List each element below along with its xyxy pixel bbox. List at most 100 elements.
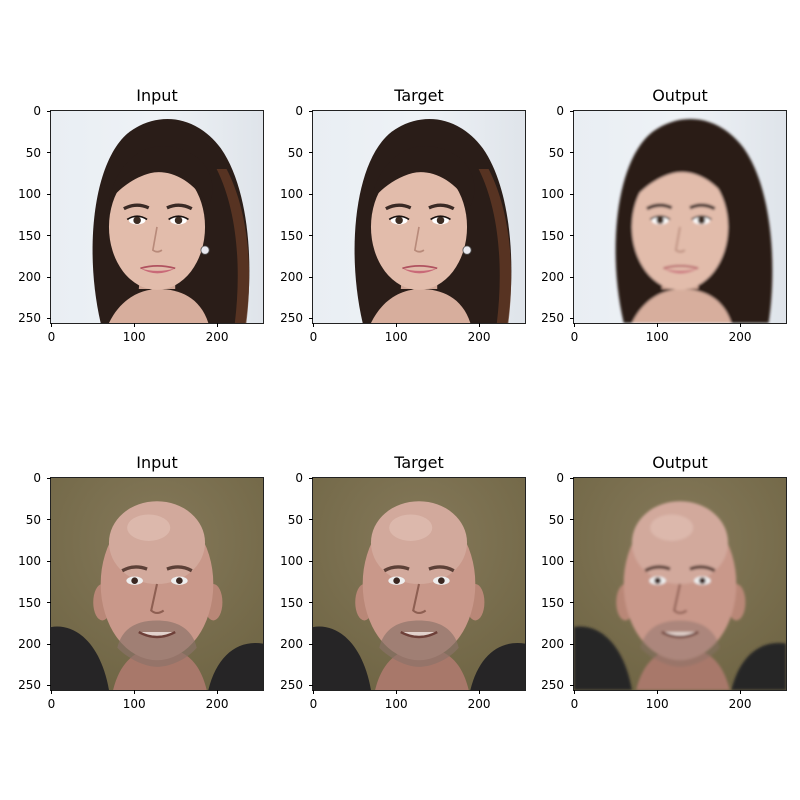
y-tick-mark bbox=[47, 477, 51, 479]
y-tick-mark bbox=[47, 317, 51, 319]
y-tick: 250 bbox=[7, 311, 51, 325]
y-tick: 0 bbox=[7, 104, 51, 118]
y-tick-mark bbox=[309, 602, 313, 604]
y-tick: 150 bbox=[530, 596, 574, 610]
y-tick-mark bbox=[47, 193, 51, 195]
face-image bbox=[573, 477, 787, 691]
x-tick-label: 100 bbox=[384, 697, 408, 711]
y-tick: 150 bbox=[7, 596, 51, 610]
x-tick: 200 bbox=[197, 323, 237, 344]
y-tick-mark bbox=[309, 477, 313, 479]
y-tick: 0 bbox=[269, 471, 313, 485]
x-tick-label: 0 bbox=[309, 697, 318, 711]
y-tick-mark bbox=[309, 110, 313, 112]
panel-input-man: Input 0 50 100 150 200 250 0 100 200 bbox=[18, 453, 264, 711]
y-tick: 250 bbox=[7, 678, 51, 692]
face-image bbox=[50, 477, 264, 691]
x-tick: 0 bbox=[31, 323, 71, 344]
x-tick-label: 100 bbox=[645, 330, 669, 344]
x-tick: 100 bbox=[114, 690, 154, 711]
y-tick: 0 bbox=[530, 104, 574, 118]
y-tick-mark bbox=[47, 152, 51, 154]
x-tick-mark bbox=[133, 323, 135, 327]
panel-target-man: Target 0 50 100 150 200 250 0 100 200 bbox=[280, 453, 526, 711]
x-tick: 0 bbox=[554, 690, 594, 711]
y-tick-label: 250 bbox=[541, 311, 564, 326]
y-tick-mark bbox=[309, 276, 313, 278]
y-tick-mark bbox=[47, 684, 51, 686]
x-tick-mark bbox=[478, 323, 480, 327]
panel-input-woman: Input 0 50 100 150 200 250 0 100 200 bbox=[18, 86, 264, 344]
x-tick: 0 bbox=[293, 323, 333, 344]
y-tick-label: 0 bbox=[295, 104, 303, 119]
x-tick-mark bbox=[739, 323, 741, 327]
y-tick-mark bbox=[47, 643, 51, 645]
y-tick-label: 150 bbox=[280, 228, 303, 243]
y-tick-label: 0 bbox=[33, 104, 41, 119]
y-tick-label: 150 bbox=[280, 595, 303, 610]
x-tick: 0 bbox=[31, 690, 71, 711]
x-tick-mark bbox=[50, 690, 52, 694]
y-tick-label: 0 bbox=[33, 471, 41, 486]
y-tick: 250 bbox=[530, 678, 574, 692]
y-tick: 50 bbox=[530, 513, 574, 527]
y-tick: 200 bbox=[530, 270, 574, 284]
y-tick: 150 bbox=[530, 229, 574, 243]
face-image bbox=[312, 477, 526, 691]
y-tick-label: 250 bbox=[280, 311, 303, 326]
y-tick-mark bbox=[309, 643, 313, 645]
x-tick: 0 bbox=[554, 323, 594, 344]
x-tick-mark bbox=[312, 690, 314, 694]
y-tick: 250 bbox=[530, 311, 574, 325]
x-tick: 100 bbox=[637, 690, 677, 711]
y-tick-label: 150 bbox=[18, 228, 41, 243]
x-tick-mark bbox=[573, 690, 575, 694]
x-tick: 200 bbox=[720, 323, 760, 344]
y-tick-label: 250 bbox=[280, 678, 303, 693]
y-tick-label: 100 bbox=[541, 187, 564, 202]
y-tick: 50 bbox=[269, 146, 313, 160]
y-tick-label: 50 bbox=[548, 512, 564, 527]
y-tick: 100 bbox=[530, 187, 574, 201]
y-tick-mark bbox=[570, 235, 574, 237]
y-tick-mark bbox=[309, 193, 313, 195]
y-tick-label: 0 bbox=[556, 104, 564, 119]
y-tick-label: 200 bbox=[541, 270, 564, 285]
panel-title: Output bbox=[652, 86, 708, 105]
x-tick-mark bbox=[478, 690, 480, 694]
x-tick: 100 bbox=[114, 323, 154, 344]
x-tick-label: 200 bbox=[728, 697, 752, 711]
x-tick-label: 100 bbox=[384, 330, 408, 344]
face-image bbox=[573, 110, 787, 324]
y-tick-mark bbox=[47, 276, 51, 278]
x-tick-mark bbox=[216, 690, 218, 694]
x-tick-label: 0 bbox=[570, 697, 579, 711]
x-tick-mark bbox=[133, 690, 135, 694]
y-tick-label: 0 bbox=[556, 471, 564, 486]
y-tick-mark bbox=[47, 110, 51, 112]
x-tick-label: 100 bbox=[645, 697, 669, 711]
y-tick-mark bbox=[47, 235, 51, 237]
panel-title: Target bbox=[394, 453, 444, 472]
panel-title: Input bbox=[136, 453, 178, 472]
y-tick-label: 250 bbox=[541, 678, 564, 693]
y-tick-label: 100 bbox=[18, 187, 41, 202]
y-tick-label: 200 bbox=[541, 637, 564, 652]
y-tick: 200 bbox=[269, 637, 313, 651]
y-tick-label: 150 bbox=[18, 595, 41, 610]
panel-title: Output bbox=[652, 453, 708, 472]
y-tick-mark bbox=[309, 235, 313, 237]
x-tick-mark bbox=[739, 690, 741, 694]
x-tick-mark bbox=[573, 323, 575, 327]
y-tick: 50 bbox=[530, 146, 574, 160]
face-image bbox=[50, 110, 264, 324]
x-tick: 200 bbox=[197, 690, 237, 711]
y-tick: 150 bbox=[269, 229, 313, 243]
y-tick: 100 bbox=[269, 187, 313, 201]
x-tick-label: 200 bbox=[205, 697, 229, 711]
y-tick: 50 bbox=[269, 513, 313, 527]
panel-output-man: Output 0 50 100 150 200 250 0 100 200 bbox=[541, 453, 787, 711]
y-tick: 50 bbox=[7, 146, 51, 160]
x-tick: 200 bbox=[459, 323, 499, 344]
y-tick-mark bbox=[309, 684, 313, 686]
